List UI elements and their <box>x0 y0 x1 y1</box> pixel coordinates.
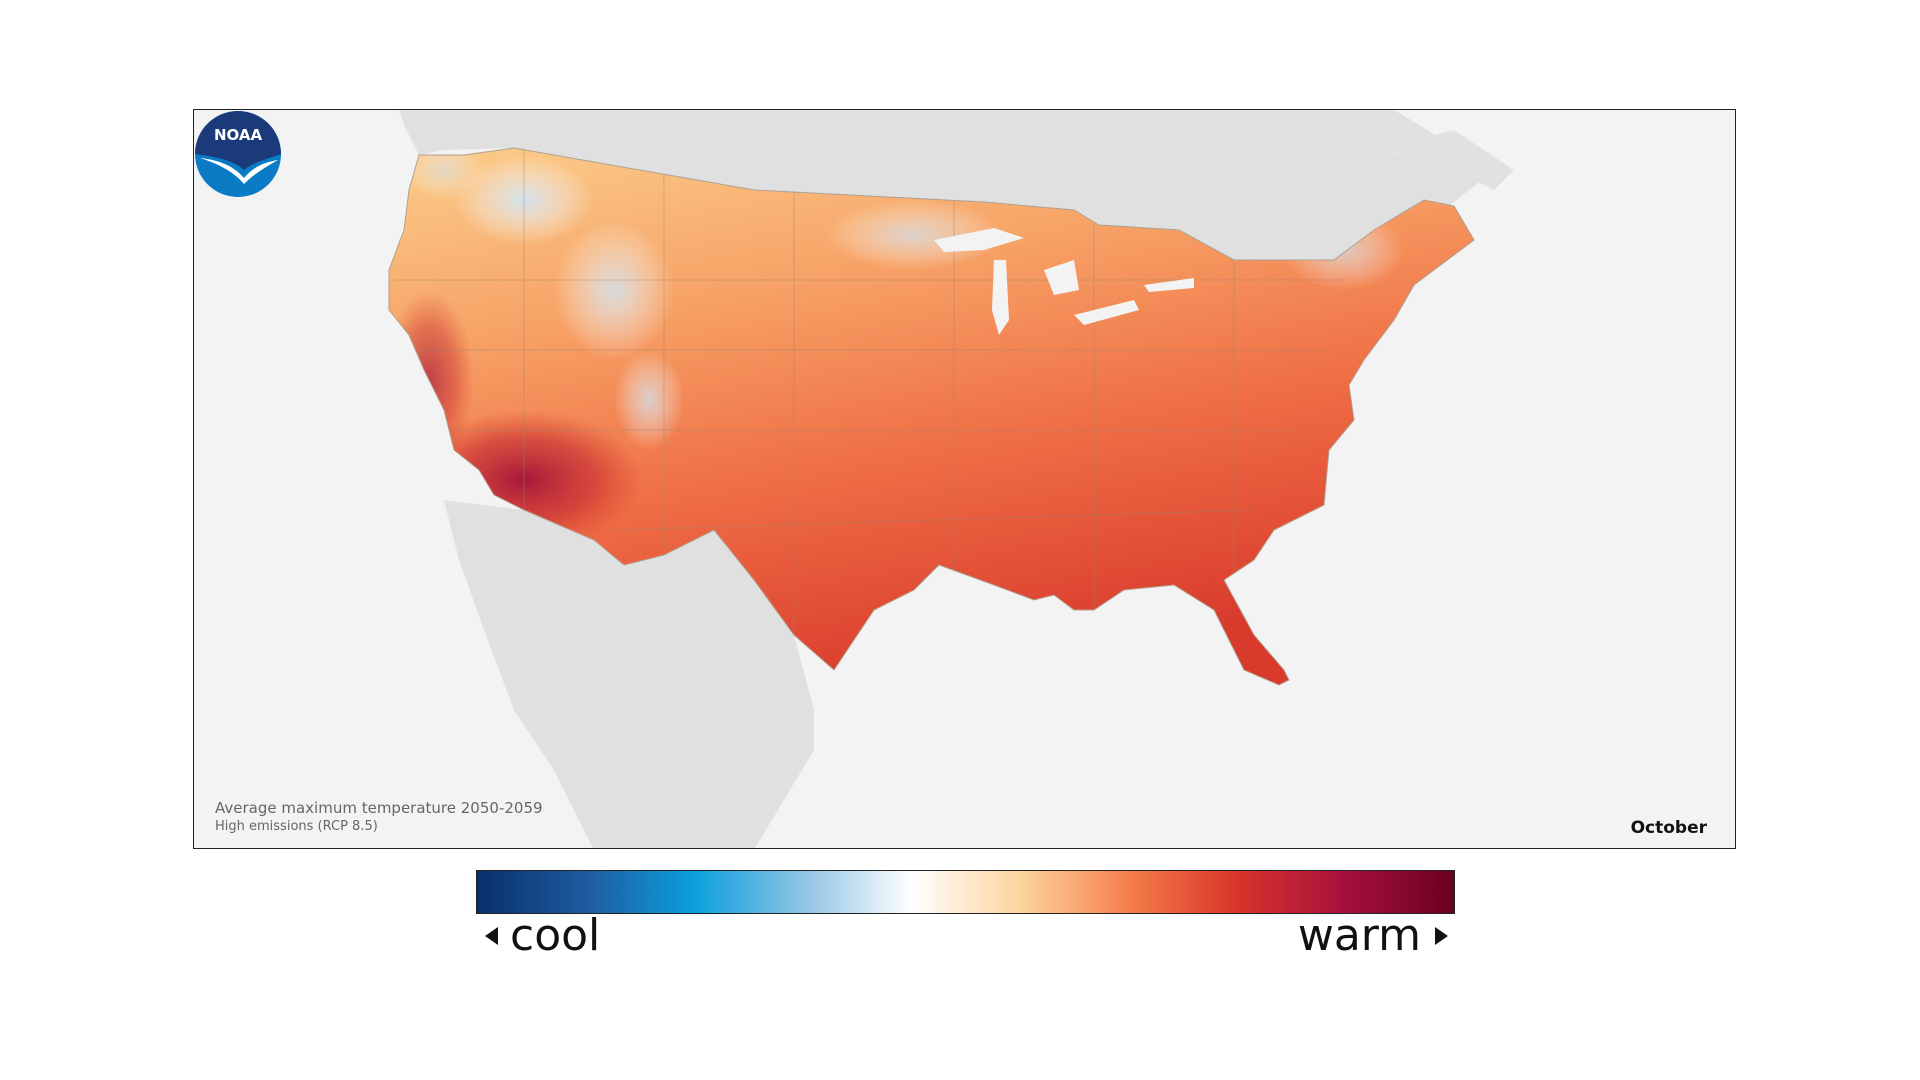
noaa-logo-text: NOAA <box>214 126 263 144</box>
color-scale-bar <box>476 870 1455 914</box>
right-arrow-icon <box>1435 926 1448 945</box>
left-arrow-icon <box>485 926 498 945</box>
lake-superior <box>934 228 1024 252</box>
lake-ontario <box>1144 278 1194 292</box>
maritime-landmass <box>1374 130 1514 190</box>
legend-cool: cool <box>485 910 600 961</box>
lake-huron <box>1044 260 1079 295</box>
legend-warm-label: warm <box>1297 910 1421 961</box>
map-panel: Average maximum temperature 2050-2059 Hi… <box>193 109 1736 849</box>
caption-title: Average maximum temperature 2050-2059 <box>215 799 543 818</box>
us-outline <box>388 147 1475 686</box>
legend-warm: warm <box>1298 910 1448 961</box>
map-caption: Average maximum temperature 2050-2059 Hi… <box>215 798 543 836</box>
lake-erie <box>1074 300 1139 325</box>
noaa-logo-icon: NOAA <box>195 111 281 197</box>
month-label: October <box>1630 818 1707 838</box>
mexico-landmass <box>444 500 814 848</box>
canada-landmass <box>399 110 1494 260</box>
legend-cool-label: cool <box>510 910 601 961</box>
us-temperature-map <box>388 110 1514 848</box>
lake-michigan <box>992 260 1009 335</box>
caption-scenario: High emissions (RCP 8.5) <box>215 819 378 835</box>
